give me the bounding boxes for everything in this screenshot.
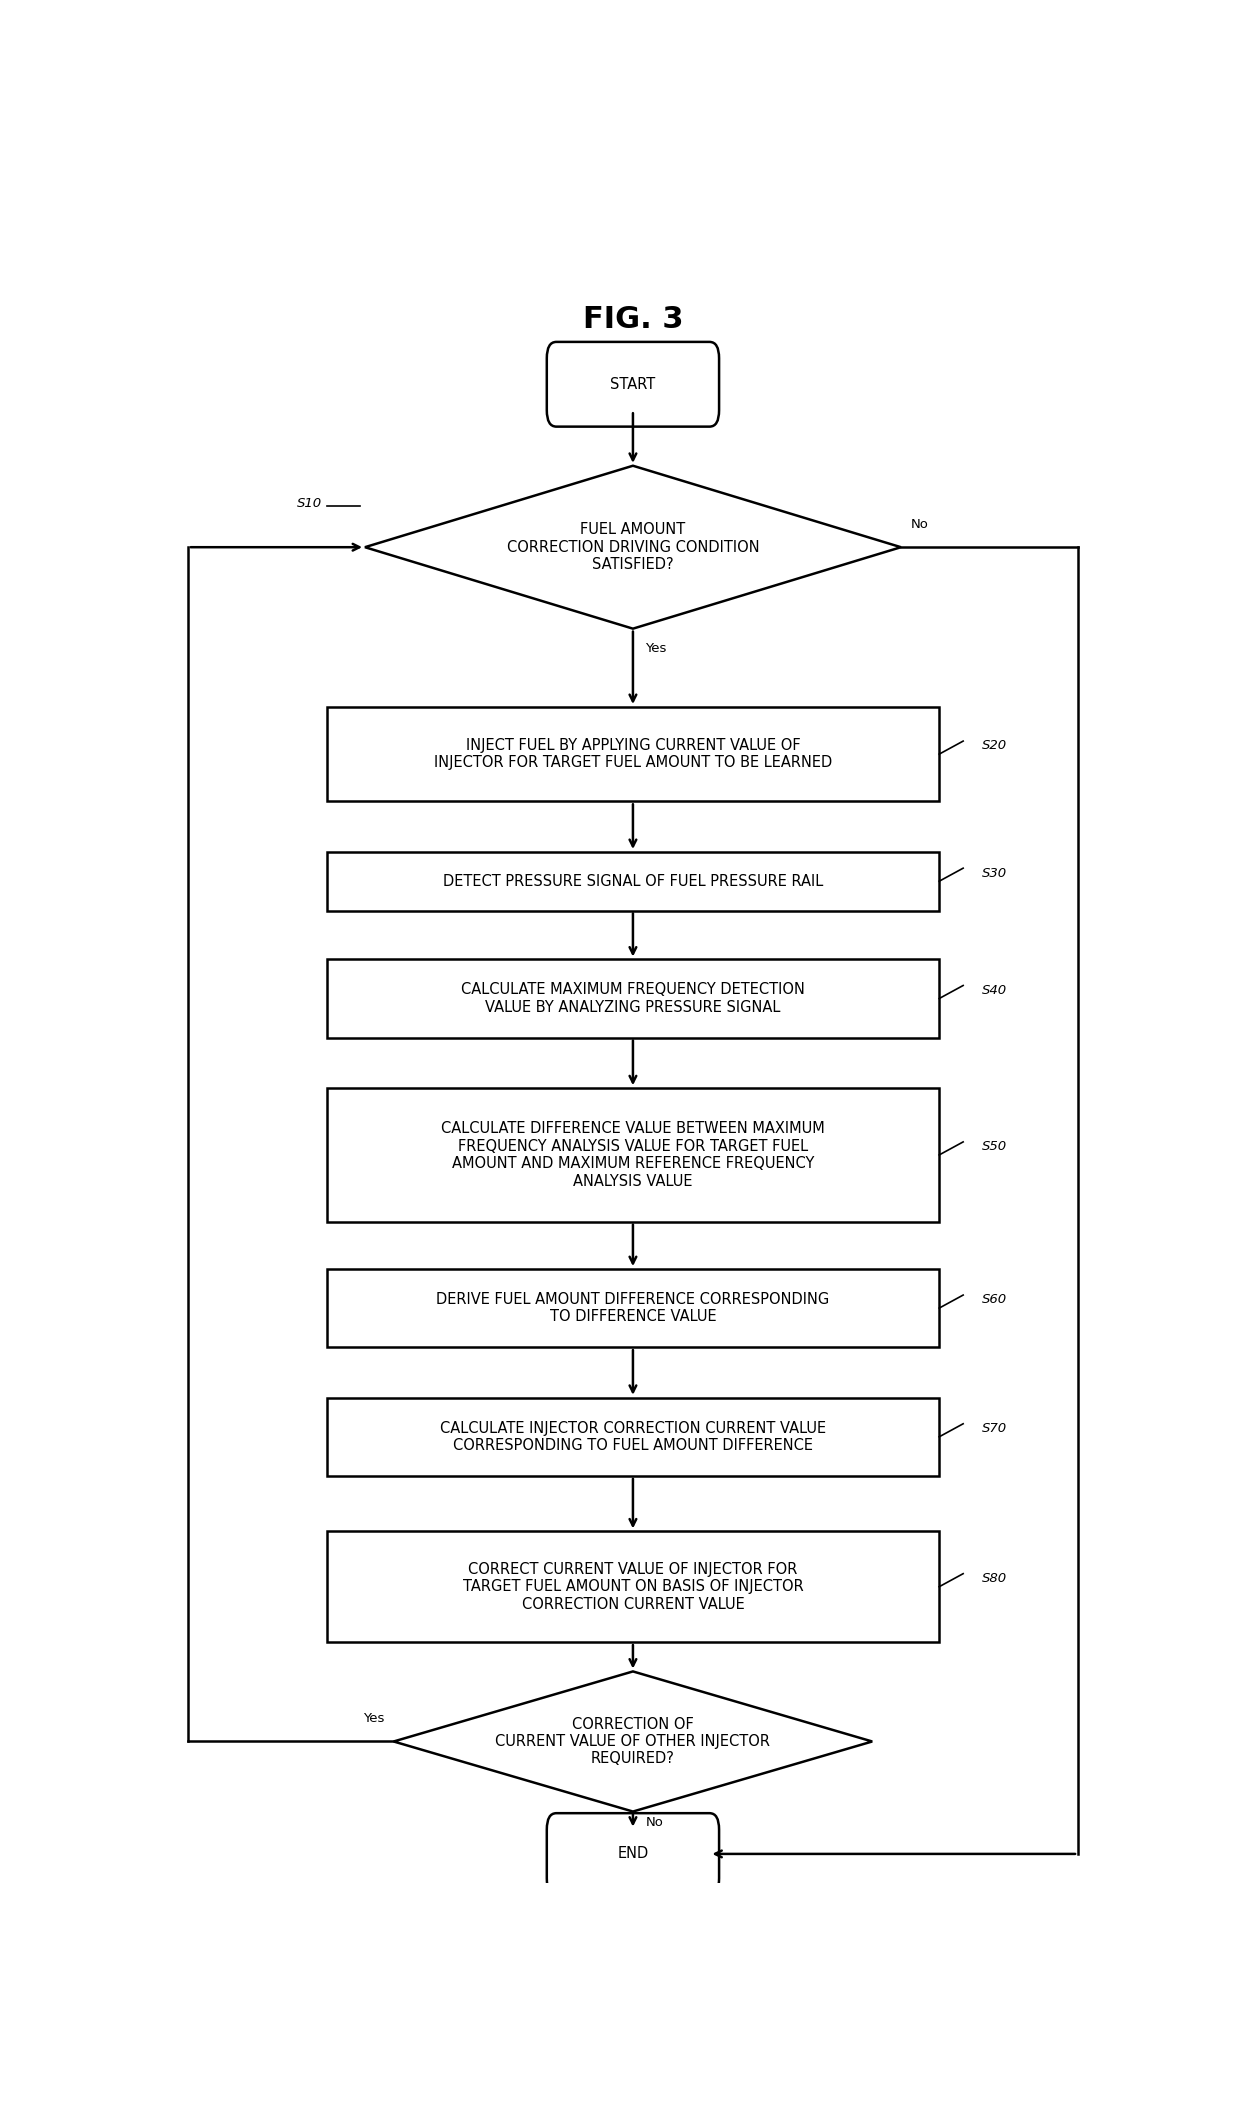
Text: CALCULATE INJECTOR CORRECTION CURRENT VALUE
CORRESPONDING TO FUEL AMOUNT DIFFERE: CALCULATE INJECTOR CORRECTION CURRENT VA… bbox=[440, 1420, 826, 1454]
Text: S10: S10 bbox=[296, 497, 322, 510]
Bar bbox=[326, 1532, 940, 1642]
Text: CORRECT CURRENT VALUE OF INJECTOR FOR
TARGET FUEL AMOUNT ON BASIS OF INJECTOR
CO: CORRECT CURRENT VALUE OF INJECTOR FOR TA… bbox=[463, 1562, 803, 1612]
Text: No: No bbox=[646, 1816, 663, 1830]
Text: INJECT FUEL BY APPLYING CURRENT VALUE OF
INJECTOR FOR TARGET FUEL AMOUNT TO BE L: INJECT FUEL BY APPLYING CURRENT VALUE OF… bbox=[433, 738, 832, 770]
Text: S70: S70 bbox=[982, 1422, 1008, 1435]
Bar bbox=[326, 1399, 940, 1477]
Text: FIG. 3: FIG. 3 bbox=[583, 305, 683, 334]
Text: CORRECTION OF
CURRENT VALUE OF OTHER INJECTOR
REQUIRED?: CORRECTION OF CURRENT VALUE OF OTHER INJ… bbox=[495, 1716, 771, 1767]
Text: S80: S80 bbox=[982, 1572, 1008, 1585]
Text: DERIVE FUEL AMOUNT DIFFERENCE CORRESPONDING
TO DIFFERENCE VALUE: DERIVE FUEL AMOUNT DIFFERENCE CORRESPOND… bbox=[436, 1293, 830, 1325]
Text: CALCULATE MAXIMUM FREQUENCY DETECTION
VALUE BY ANALYZING PRESSURE SIGNAL: CALCULATE MAXIMUM FREQUENCY DETECTION VA… bbox=[461, 982, 805, 1016]
Polygon shape bbox=[366, 466, 900, 628]
Text: END: END bbox=[618, 1847, 648, 1862]
Text: S40: S40 bbox=[982, 984, 1008, 997]
Bar bbox=[326, 1088, 940, 1221]
Text: S30: S30 bbox=[982, 868, 1008, 880]
Text: No: No bbox=[910, 518, 929, 531]
Bar bbox=[326, 853, 940, 910]
Bar bbox=[326, 1270, 940, 1348]
Text: S20: S20 bbox=[982, 738, 1008, 753]
Text: S50: S50 bbox=[982, 1141, 1008, 1153]
Text: FUEL AMOUNT
CORRECTION DRIVING CONDITION
SATISFIED?: FUEL AMOUNT CORRECTION DRIVING CONDITION… bbox=[506, 523, 760, 571]
Bar bbox=[326, 707, 940, 802]
Polygon shape bbox=[394, 1672, 872, 1811]
FancyBboxPatch shape bbox=[547, 343, 719, 427]
FancyBboxPatch shape bbox=[547, 1813, 719, 1894]
Text: S60: S60 bbox=[982, 1293, 1008, 1306]
Text: Yes: Yes bbox=[646, 641, 667, 654]
Text: Yes: Yes bbox=[363, 1712, 384, 1725]
Text: START: START bbox=[610, 377, 656, 391]
Text: CALCULATE DIFFERENCE VALUE BETWEEN MAXIMUM
FREQUENCY ANALYSIS VALUE FOR TARGET F: CALCULATE DIFFERENCE VALUE BETWEEN MAXIM… bbox=[441, 1121, 825, 1189]
Bar bbox=[326, 959, 940, 1037]
Text: DETECT PRESSURE SIGNAL OF FUEL PRESSURE RAIL: DETECT PRESSURE SIGNAL OF FUEL PRESSURE … bbox=[443, 874, 823, 889]
